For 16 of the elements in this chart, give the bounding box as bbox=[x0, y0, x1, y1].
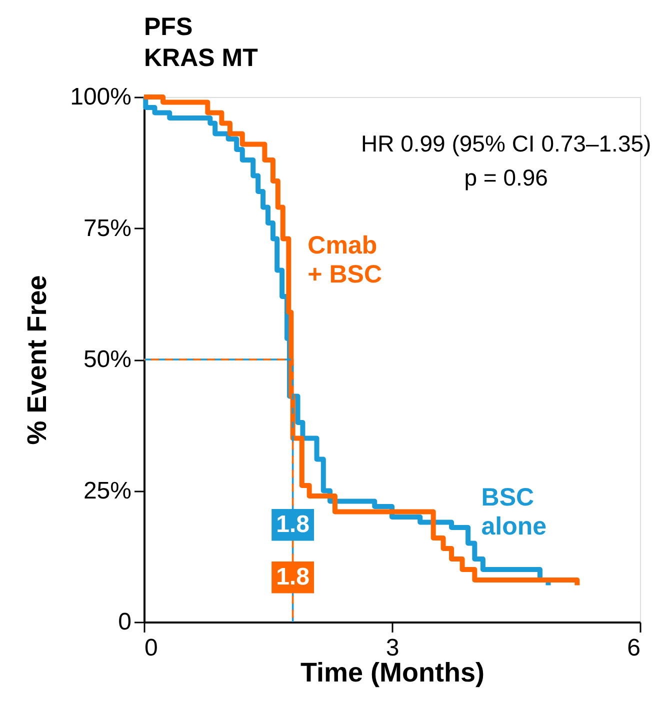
series-label: Cmab + BSC bbox=[308, 232, 382, 288]
y-tick-label: 75% bbox=[83, 214, 132, 242]
y-tick-label: 50% bbox=[83, 346, 132, 373]
series-label: BSC alone bbox=[481, 484, 547, 540]
annotation: p = 0.96 bbox=[464, 164, 548, 190]
chart-title: PFS bbox=[144, 13, 193, 41]
annotation: HR 0.99 (95% CI 0.73–1.35) bbox=[360, 130, 652, 156]
y-axis-title: % Event Free bbox=[22, 275, 52, 445]
annotation: 1.8 bbox=[276, 510, 310, 538]
chart-subtitle: KRAS MT bbox=[144, 44, 258, 72]
y-tick-label: 0 bbox=[118, 608, 132, 636]
x-tick-label: 0 bbox=[144, 634, 158, 662]
annotation: 1.8 bbox=[276, 563, 310, 590]
y-tick-label: 25% bbox=[83, 477, 132, 504]
y-tick-label: 100% bbox=[70, 84, 132, 110]
x-tick-label: 6 bbox=[627, 634, 640, 662]
